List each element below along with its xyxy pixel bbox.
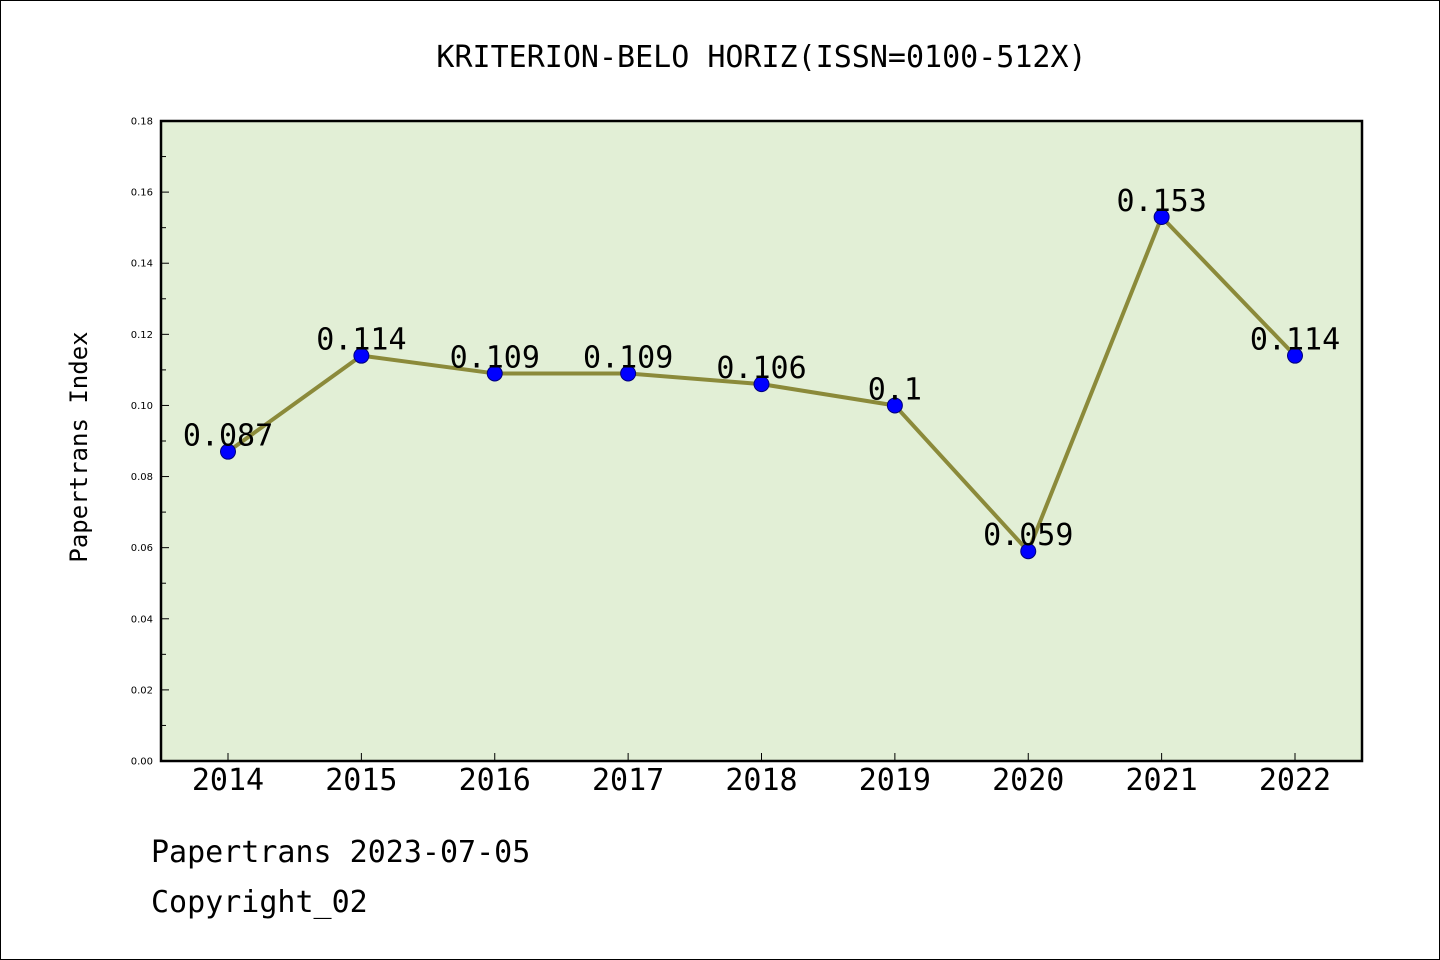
y-tick-label: 0.16 bbox=[131, 188, 153, 199]
y-tick-label: 0.02 bbox=[131, 685, 153, 696]
y-tick-label: 0.06 bbox=[131, 543, 153, 554]
x-tick-label: 2019 bbox=[859, 763, 931, 798]
x-tick-label: 2022 bbox=[1259, 763, 1331, 798]
data-label: 0.059 bbox=[983, 518, 1073, 553]
data-label: 0.109 bbox=[583, 340, 673, 375]
y-axis-label: Papertrans Index bbox=[65, 331, 93, 562]
data-point bbox=[1287, 347, 1303, 364]
chart-title: KRITERION-BELO HORIZ(ISSN=0100-512X) bbox=[436, 40, 1086, 75]
x-tick-label: 2018 bbox=[725, 763, 797, 798]
y-tick-label: 0.10 bbox=[131, 401, 153, 412]
y-tick-label: 0.14 bbox=[131, 259, 153, 270]
data-label: 0.109 bbox=[450, 340, 540, 375]
x-tick-label: 2016 bbox=[459, 763, 531, 798]
data-point bbox=[1020, 543, 1037, 560]
data-label: 0.106 bbox=[716, 351, 806, 386]
y-tick-label: 0.00 bbox=[131, 757, 153, 768]
data-point bbox=[486, 365, 503, 382]
data-point bbox=[220, 443, 236, 460]
data-point bbox=[1153, 209, 1170, 225]
y-axis: 0.00 0.02 0.04 0.06 0.08 0.10 0.12 0.14 0.16 0.18 bbox=[131, 117, 169, 768]
y-tick-label: 0.18 bbox=[131, 117, 153, 128]
y-tick-label: 0.04 bbox=[131, 614, 153, 625]
data-point bbox=[886, 397, 903, 414]
x-tick-label: 2021 bbox=[1126, 763, 1198, 798]
x-axis: 2014 2015 2016 2017 2018 2019 2020 2021 2022 bbox=[192, 753, 1331, 798]
data-point bbox=[753, 376, 770, 393]
data-labels: 0.087 0.114 0.109 0.109 0.106 0.1 0.059 0.153 0.… bbox=[183, 184, 1340, 553]
x-tick-label: 2017 bbox=[592, 763, 664, 798]
data-label: 0.1 bbox=[868, 372, 922, 407]
x-tick-label: 2015 bbox=[325, 763, 397, 798]
footer-date: Papertrans 2023-07-05 bbox=[151, 835, 531, 870]
footer-copyright: Copyright_02 bbox=[151, 885, 368, 920]
plot-area bbox=[161, 121, 1362, 761]
x-tick-label: 2020 bbox=[992, 763, 1064, 798]
y-tick-label: 0.12 bbox=[131, 330, 153, 341]
data-label: 0.153 bbox=[1116, 184, 1206, 219]
series-layer bbox=[220, 209, 1303, 560]
data-point bbox=[620, 365, 637, 382]
x-tick-label: 2014 bbox=[192, 763, 264, 798]
y-tick-label: 0.08 bbox=[131, 472, 153, 483]
data-label: 0.114 bbox=[1250, 323, 1340, 358]
data-label: 0.087 bbox=[183, 419, 273, 454]
data-point bbox=[353, 347, 370, 364]
plot-frame bbox=[159, 119, 1364, 763]
data-label: 0.114 bbox=[316, 323, 406, 358]
